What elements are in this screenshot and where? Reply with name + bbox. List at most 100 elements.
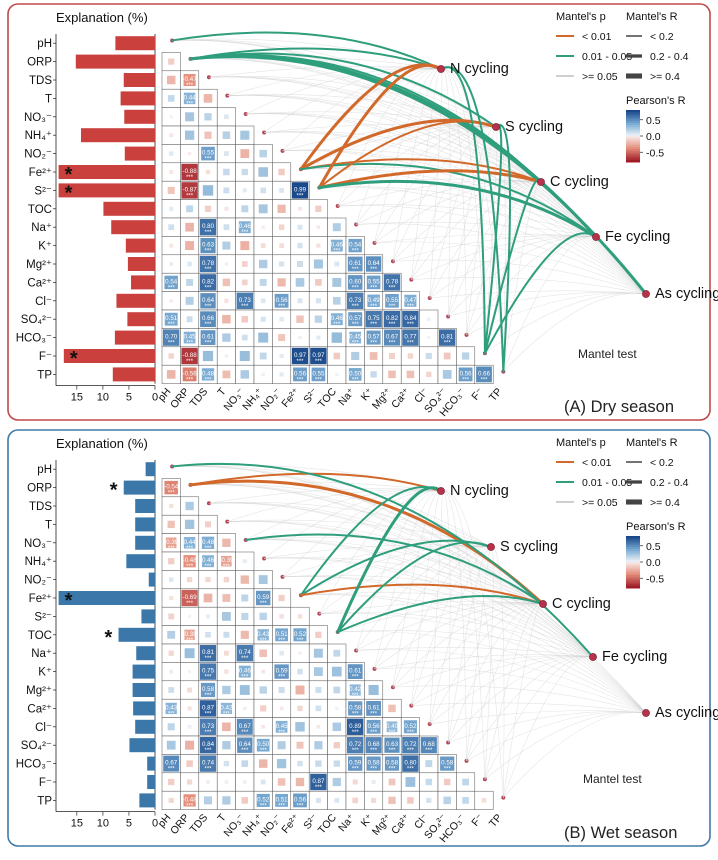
correlation-value: 0.59 — [276, 668, 289, 675]
mantel-link-significant — [317, 169, 543, 190]
correlation-square — [443, 352, 451, 360]
correlation-square — [241, 168, 248, 176]
correlation-square — [279, 372, 284, 377]
correlation-significance: *** — [370, 304, 378, 310]
correlation-square — [260, 243, 266, 248]
mantel-link-ns — [245, 538, 544, 605]
correlation-square — [315, 705, 322, 712]
correlation-value: -0.39 — [164, 539, 179, 546]
correlation-value: 0.56 — [276, 297, 289, 304]
correlation-square — [185, 740, 195, 750]
matrix-x-label: Ca²⁺ — [389, 811, 413, 836]
correlation-significance: *** — [388, 767, 396, 773]
bar — [103, 201, 155, 216]
correlation-square — [202, 555, 214, 568]
mantel-link-ns — [356, 647, 594, 658]
correlation-significance: *** — [168, 491, 176, 497]
correlation-square — [275, 720, 288, 733]
correlation-square — [204, 205, 212, 212]
correlation-square — [296, 741, 304, 749]
bar-category-label: NO₃⁻ — [24, 112, 52, 124]
correlation-square — [169, 262, 174, 266]
correlation-square — [348, 312, 363, 327]
correlation-significance: *** — [352, 377, 360, 383]
correlation-square — [204, 796, 212, 805]
mantel-link-ns — [282, 68, 442, 152]
correlation-square — [220, 702, 232, 714]
mantel-link-ns — [190, 58, 597, 238]
correlation-value: -0.47 — [183, 76, 198, 83]
matrix-x-label: NO₂⁻ — [258, 811, 284, 838]
correlation-square — [167, 95, 175, 102]
correlation-square — [313, 259, 323, 269]
mantel-link-ns — [429, 710, 647, 725]
mantel-link-ns — [300, 592, 544, 605]
correlation-square — [239, 685, 250, 695]
correlation-square — [224, 114, 229, 120]
correlation-square — [169, 243, 174, 248]
mantel-test-label: Mantel test — [578, 347, 637, 361]
correlation-value: -0.88 — [183, 352, 198, 359]
correlation-significance: *** — [204, 546, 212, 552]
mantel-link-ns — [440, 68, 467, 335]
correlation-square — [256, 793, 270, 807]
panel-label: (B) Wet season — [564, 824, 677, 842]
correlation-square — [242, 780, 247, 784]
correlation-square — [425, 778, 433, 786]
correlation-value: 0.46 — [239, 668, 252, 675]
correlation-significance: *** — [168, 546, 176, 552]
correlation-square — [240, 130, 250, 140]
x-tick-label: 15 — [71, 392, 83, 404]
correlation-significance: *** — [407, 748, 415, 754]
correlation-square — [296, 315, 304, 323]
correlation-square — [386, 721, 398, 733]
correlation-value: 0.49 — [368, 297, 381, 304]
correlation-square — [332, 223, 341, 232]
correlation-square — [297, 224, 303, 230]
colorbar-segment — [626, 585, 640, 589]
correlation-square — [238, 221, 251, 234]
correlation-square — [331, 666, 342, 677]
correlation-square — [405, 777, 416, 787]
colorbar-segment — [626, 136, 640, 139]
correlation-square — [277, 278, 286, 287]
correlation-square — [243, 706, 247, 711]
correlation-value: 0.54 — [165, 278, 178, 285]
correlation-significance: *** — [315, 785, 323, 791]
correlation-square — [402, 311, 419, 328]
correlation-square — [183, 331, 196, 344]
correlation-square — [406, 370, 415, 379]
correlation-square — [333, 686, 341, 694]
legend: Mantel's p < 0.01 0.01 - 0.05 >= 0.05 Mantel… — [556, 437, 689, 589]
correlation-square — [167, 630, 176, 639]
correlation-square — [241, 261, 248, 267]
matrix-x-label: Mg²⁺ — [370, 385, 395, 411]
bar-category-label: Na⁺ — [31, 222, 52, 234]
cycle-node — [492, 123, 500, 131]
correlation-square — [163, 755, 180, 772]
mantel-link-significant — [189, 472, 442, 492]
cycle-node — [437, 65, 445, 73]
correlation-square — [169, 206, 174, 211]
significance-star: * — [65, 164, 73, 186]
legend-r-label: < 0.2 — [650, 31, 674, 43]
correlation-square — [366, 275, 381, 290]
correlation-square — [279, 243, 284, 248]
correlation-square — [316, 335, 321, 340]
legend-r-title: Mantel's R — [626, 11, 678, 23]
mantel-link-ns — [227, 95, 647, 295]
correlation-square — [365, 256, 382, 272]
mantel-link-ns — [411, 277, 647, 295]
mantel-link-ns — [245, 539, 647, 714]
mantel-link-ns — [374, 602, 544, 670]
mantel-link-ns — [227, 521, 647, 714]
correlation-square — [187, 779, 193, 785]
explanation-bar-chart: Explanation (%) pH ORP TDS T NO₃⁻ NH₄⁺ NO₂⁻ Fe²⁺… — [16, 10, 158, 404]
correlation-value: -0.69 — [183, 594, 198, 601]
correlation-square — [261, 225, 265, 229]
correlation-square — [279, 187, 285, 193]
correlation-square — [365, 311, 382, 328]
correlation-square — [261, 669, 266, 674]
mantel-link-significant — [336, 541, 492, 634]
correlation-value: 0.61 — [202, 334, 215, 341]
